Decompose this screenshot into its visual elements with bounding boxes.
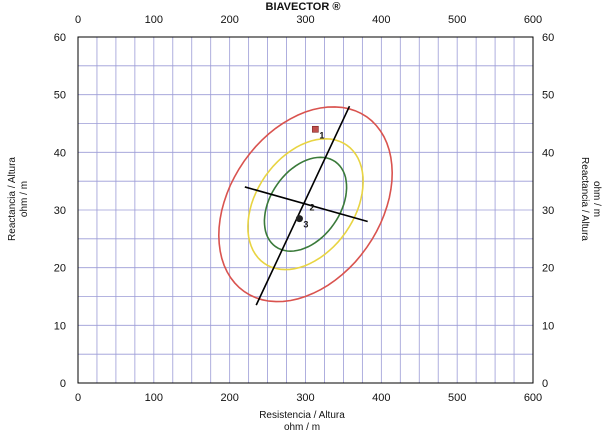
point-label-1: 1 — [319, 130, 324, 140]
x-tick-label-bottom: 200 — [220, 392, 238, 404]
points: 1 23 — [295, 125, 324, 230]
y-tick-label-left: 20 — [54, 263, 66, 275]
y-tick-label-left: 40 — [54, 147, 66, 159]
x-tick-label-bottom: 0 — [75, 392, 81, 404]
ellipse-axes — [244, 105, 368, 306]
point-label-3: 3 — [303, 220, 308, 230]
y-tick-label-right: 10 — [542, 320, 554, 332]
tolerance-ellipse-2 — [247, 137, 364, 271]
x-tick-label-top: 0 — [75, 14, 81, 26]
y-tick-label-left: 60 — [54, 32, 66, 44]
x-tick-label-bottom: 400 — [372, 392, 390, 404]
x-tick-label-top: 500 — [448, 14, 466, 26]
x-tick-label-bottom: 500 — [448, 392, 466, 404]
y-tick-label-right: 20 — [542, 263, 554, 275]
point-marker-1 — [312, 125, 319, 133]
point-label-2: 2 — [310, 202, 315, 212]
x-tick-label-top: 200 — [220, 14, 238, 26]
tolerance-ellipse-3 — [263, 156, 348, 253]
x-tick-label-top: 400 — [372, 14, 390, 26]
point-marker-3 — [295, 215, 303, 223]
y-axis-unit-left: ohm / m — [19, 181, 30, 217]
x-axis-label: Resistencia / Altura — [259, 410, 345, 421]
x-tick-label-top: 100 — [145, 14, 163, 26]
x-axis-unit: ohm / m — [284, 422, 320, 433]
chart-title: BIAVECTOR ® — [266, 1, 341, 13]
major-axis — [255, 105, 351, 306]
y-tick-label-left: 30 — [54, 205, 66, 217]
y-axis-unit-right: ohm / m — [591, 181, 602, 217]
y-tick-label-right: 60 — [542, 32, 554, 44]
x-tick-label-top: 300 — [296, 14, 314, 26]
y-tick-label-left: 50 — [54, 90, 66, 102]
y-axis-label-right: Reactancia / Altura — [579, 157, 590, 241]
ellipses — [217, 106, 394, 303]
x-tick-label-bottom: 600 — [524, 392, 542, 404]
y-tick-label-right: 30 — [542, 205, 554, 217]
y-tick-label-left: 0 — [60, 378, 66, 390]
plot-area-border — [77, 36, 534, 384]
x-tick-label-top: 600 — [524, 14, 542, 26]
x-tick-label-bottom: 300 — [296, 392, 314, 404]
y-tick-label-right: 50 — [542, 90, 554, 102]
y-tick-label-left: 10 — [54, 320, 66, 332]
minor-axis — [244, 186, 368, 223]
x-tick-label-bottom: 100 — [145, 392, 163, 404]
y-tick-label-right: 0 — [542, 378, 548, 390]
y-axis-label-left: Reactancia / Altura — [7, 157, 18, 241]
y-tick-label-right: 40 — [542, 147, 554, 159]
tolerance-ellipse-1 — [217, 106, 394, 303]
grid — [77, 36, 534, 384]
